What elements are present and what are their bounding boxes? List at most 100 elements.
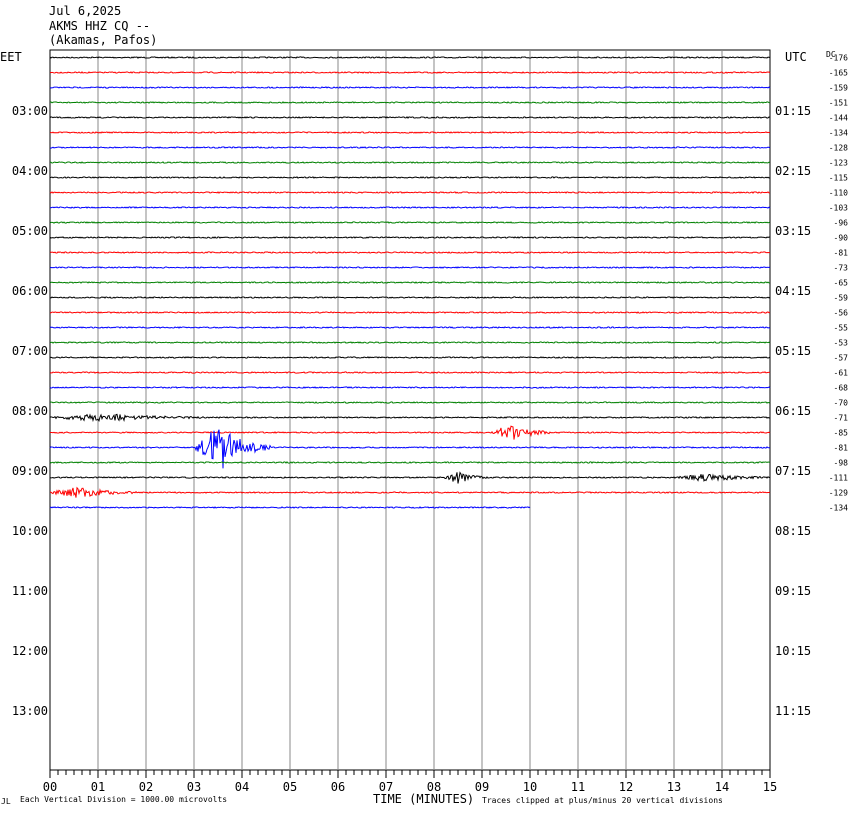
- x-axis-title: TIME (MINUTES): [373, 792, 474, 806]
- dc-offset-label: -68: [834, 384, 849, 393]
- trace-row-20: [49, 341, 771, 344]
- left-hour-label: 07:00: [12, 344, 48, 358]
- trace-row-9: [49, 176, 771, 179]
- x-tick-label: 05: [283, 780, 297, 794]
- dc-offset-label: -90: [834, 234, 849, 243]
- trace-row-4: [49, 101, 771, 104]
- right-hour-label: 07:15: [775, 464, 811, 478]
- dc-offset-label: -59: [834, 294, 849, 303]
- location-label: (Akamas, Pafos): [49, 33, 158, 47]
- vertical-gridlines: [97, 50, 723, 770]
- dc-offset-label: -55: [834, 324, 849, 333]
- dc-offset-label: -103: [829, 204, 848, 213]
- clip-note: Traces clipped at plus/minus 20 vertical…: [482, 796, 723, 805]
- trace-row-19: [49, 326, 771, 329]
- dc-offset-label: -85: [834, 429, 849, 438]
- right-hour-label: 06:15: [775, 404, 811, 418]
- right-hour-label: 09:15: [775, 584, 811, 598]
- right-hour-label: 02:15: [775, 164, 811, 178]
- dc-offset-label: -134: [829, 504, 848, 513]
- trace-row-12: [49, 221, 771, 224]
- dc-offset-label: -129: [829, 489, 848, 498]
- seismic-traces: [49, 56, 771, 509]
- dc-offset-labels: -176 -165 -159 -151 -144 -134 -128 -123 -115 -110…: [829, 54, 848, 513]
- x-tick-label: 12: [619, 780, 633, 794]
- x-tick-label: 13: [667, 780, 681, 794]
- left-hour-label: 06:00: [12, 284, 48, 298]
- dc-offset-label: -110: [829, 189, 848, 198]
- left-hour-label: 09:00: [12, 464, 48, 478]
- trace-row-25: [49, 413, 771, 423]
- trace-row-26: [49, 425, 771, 440]
- x-tick-label: 11: [571, 780, 585, 794]
- trace-row-14: [49, 251, 771, 254]
- dc-offset-label: -70: [834, 399, 849, 408]
- corner-mark: JL: [1, 797, 11, 806]
- dc-offset-label: -57: [834, 354, 849, 363]
- right-hour-label: 11:15: [775, 704, 811, 718]
- trace-row-7: [49, 146, 771, 149]
- trace-row-5: [49, 116, 771, 119]
- dc-offset-label: -176: [829, 54, 848, 63]
- left-hour-label: 13:00: [12, 704, 48, 718]
- x-tick-label: 09: [475, 780, 489, 794]
- trace-row-22: [49, 371, 771, 374]
- x-tick-label: 08: [427, 780, 441, 794]
- trace-row-28: [49, 461, 771, 464]
- trace-row-18: [49, 311, 771, 314]
- x-tick-label: 14: [715, 780, 729, 794]
- right-hour-labels: 01:15 02:15 03:15 04:15 05:15 06:15 07:15 08:15…: [775, 104, 811, 718]
- left-hour-labels: 03:00 04:00 05:00 06:00 07:00 08:00 09:00 10:00…: [12, 104, 48, 718]
- dc-offset-label: -96: [834, 219, 849, 228]
- left-timezone-label: EET: [0, 50, 22, 64]
- x-tick-label: 10: [523, 780, 537, 794]
- left-hour-label: 08:00: [12, 404, 48, 418]
- trace-row-23: [49, 386, 771, 389]
- right-hour-label: 03:15: [775, 224, 811, 238]
- dc-header-label: DC: [826, 50, 836, 59]
- left-hour-label: 10:00: [12, 524, 48, 538]
- right-hour-label: 08:15: [775, 524, 811, 538]
- chart-header: Jul 6,2025 AKMS HHZ CQ -- (Akamas, Pafos…: [49, 4, 157, 48]
- trace-row-27: [49, 429, 771, 469]
- plot-frame: [49, 49, 771, 771]
- dc-offset-label: -81: [834, 444, 849, 453]
- right-timezone-label: UTC: [785, 50, 807, 64]
- trace-row-31: [49, 506, 531, 509]
- right-hour-label: 05:15: [775, 344, 811, 358]
- left-hour-label: 04:00: [12, 164, 48, 178]
- trace-row-15: [49, 266, 771, 269]
- trace-row-30: [49, 486, 771, 498]
- x-tick-label: 00: [43, 780, 57, 794]
- dc-offset-label: -65: [834, 279, 849, 288]
- trace-row-13: [49, 236, 771, 239]
- dc-offset-label: -71: [834, 414, 849, 423]
- left-hour-label: 12:00: [12, 644, 48, 658]
- left-hour-label: 03:00: [12, 104, 48, 118]
- right-hour-label: 01:15: [775, 104, 811, 118]
- trace-row-1: [49, 56, 771, 59]
- dc-offset-label: -53: [834, 339, 849, 348]
- x-tick-label: 01: [91, 780, 105, 794]
- x-tick-label: 04: [235, 780, 249, 794]
- right-hour-label: 10:15: [775, 644, 811, 658]
- station-label: AKMS HHZ CQ --: [49, 18, 151, 33]
- right-hour-label: 04:15: [775, 284, 811, 298]
- trace-row-17: [49, 296, 771, 299]
- dc-offset-label: -73: [834, 264, 849, 273]
- trace-row-24: [49, 401, 771, 404]
- dc-offset-label: -123: [829, 159, 848, 168]
- dc-offset-label: -151: [829, 99, 848, 108]
- dc-offset-label: -144: [829, 114, 848, 123]
- trace-row-11: [49, 206, 771, 209]
- dc-offset-label: -61: [834, 369, 849, 378]
- dc-offset-label: -128: [829, 144, 848, 153]
- x-tick-label: 07: [379, 780, 393, 794]
- x-tick-label: 03: [187, 780, 201, 794]
- trace-row-10: [49, 191, 771, 194]
- scale-note: Each Vertical Division = 1000.00 microvo…: [20, 795, 227, 804]
- x-tick-label: 15: [763, 780, 777, 794]
- dc-offset-label: -98: [834, 459, 849, 468]
- left-hour-label: 11:00: [12, 584, 48, 598]
